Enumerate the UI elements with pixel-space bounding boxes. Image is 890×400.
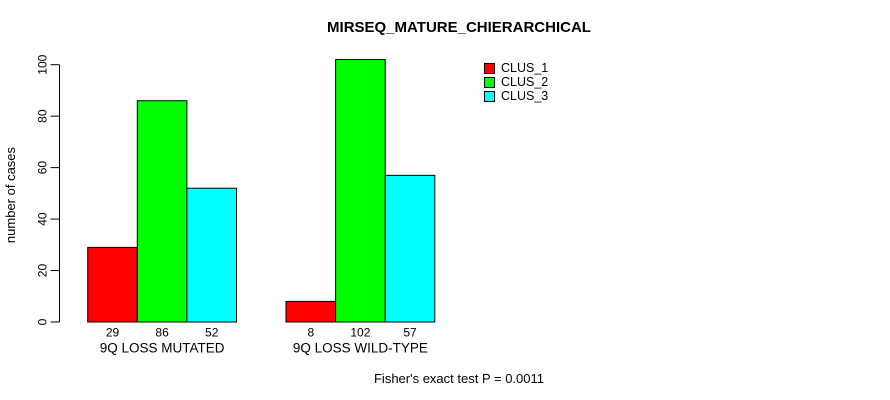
legend-label-clus-1: CLUS_1 [501,61,549,75]
bar-clus-3-group-1 [186,187,237,323]
bar-clus-2-group-1 [136,100,188,323]
bar-clus-1-group-1 [87,246,138,323]
legend-item-clus-3: CLUS_3 [484,89,548,103]
bar-clus-3-group-2 [384,174,436,323]
y-axis-tick-label: 0 [36,318,50,325]
bar-value-label: 29 [106,326,120,340]
category-label: 9Q LOSS WILD-TYPE [293,341,428,356]
bar-value-label: 86 [155,326,169,340]
y-axis-tick-label: 60 [36,161,50,175]
legend-item-clus-2: CLUS_2 [484,75,548,89]
legend-label-clus-2: CLUS_2 [501,75,549,89]
chart-title: MIRSEQ_MATURE_CHIERARCHICAL [327,19,591,36]
bar-value-label: 8 [307,326,314,340]
legend-swatch-clus-1 [484,62,495,74]
legend-item-clus-1: CLUS_1 [484,61,548,75]
y-axis-tick-label: 80 [36,109,50,123]
legend-swatch-clus-2 [484,76,495,88]
legend-swatch-clus-3 [484,90,495,102]
legend: CLUS_1 CLUS_2 CLUS_3 [484,61,548,103]
y-axis-tick-label: 40 [36,212,50,226]
bar-value-label: 52 [205,326,219,340]
bar-clus-1-group-2 [285,300,337,323]
legend-label-clus-3: CLUS_3 [501,89,549,103]
y-axis-tick-label: 20 [36,264,50,278]
bar-value-label: 102 [350,326,370,340]
category-label: 9Q LOSS MUTATED [100,341,225,356]
bar-value-label: 57 [403,326,417,340]
bar-clus-2-group-2 [335,59,386,323]
y-axis-tick-label: 100 [36,54,50,74]
fisher-test-annotation: Fisher's exact test P = 0.0011 [373,371,544,386]
